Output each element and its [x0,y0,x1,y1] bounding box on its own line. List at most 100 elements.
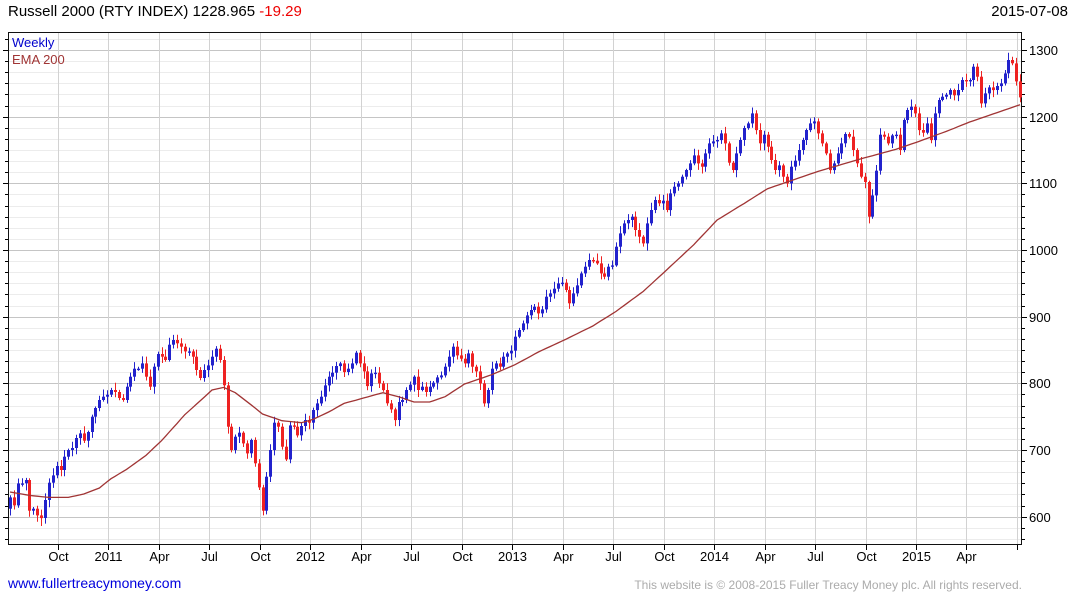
candle-body [25,480,28,484]
candle-body [207,365,210,371]
candle-body [805,130,808,140]
candle-body [94,408,97,417]
candle-body [840,143,843,154]
chart-legend: Weekly EMA 200 [12,34,65,68]
candle-body [304,420,307,426]
candle-body [588,260,591,267]
candle-body [600,263,603,274]
candle-body [262,487,265,511]
candle-body [817,121,820,134]
candle-body [324,385,327,397]
candle-body [168,344,171,360]
x-axis-label: Jul [201,549,218,564]
candle-body [246,443,249,454]
candle-body [164,356,167,360]
candle-body [813,121,816,124]
candle-body [980,76,983,104]
candle-body [87,432,90,441]
candle-body [735,153,738,171]
candle-body [634,216,637,230]
candle-body [289,425,292,460]
candle-body [658,200,661,204]
candle-body [71,448,74,450]
candle-body [471,353,474,367]
candle-body [941,96,944,100]
candle-body [969,80,972,82]
candle-body [891,135,894,144]
candle-body [17,483,20,506]
candle-body [413,376,416,385]
candle-body [335,366,338,373]
candle-body [603,273,606,277]
candle-body [580,273,583,286]
candle-body [607,266,610,277]
x-axis-label: Apr [149,549,170,564]
candle-body [565,282,568,290]
candle-body [242,432,245,444]
candle-body [195,356,198,370]
x-axis-label: Oct [856,549,877,564]
candle-body [398,402,401,420]
candle-body [250,440,253,454]
y-axis-label: 900 [1029,310,1051,325]
candle-body [728,143,731,163]
candle-body [1004,73,1007,84]
candle-body [370,373,373,387]
candle-body [611,265,614,267]
candle-body [464,358,467,364]
candle-body [996,86,999,90]
candle-body [786,176,789,184]
candle-body [265,476,268,511]
candle-body [343,363,346,373]
candle-body [1015,63,1018,82]
candle-body [114,390,117,392]
candle-body [961,80,964,90]
copyright-text: This website is © 2008-2015 Fuller Treac… [634,578,1022,592]
candle-body [363,363,366,372]
candle-body [277,422,280,427]
candle-body [568,290,571,304]
candle-body [60,466,63,470]
candle-body [615,246,618,266]
candle-body [254,440,257,464]
x-axis-label: 2015 [902,549,931,564]
candle-body [767,134,770,147]
candle-body [44,500,47,518]
candle-body [627,220,630,224]
candle-body [409,384,412,390]
candle-body [856,150,859,164]
candle-body [720,133,723,141]
candle-body [36,508,39,516]
candle-body [654,200,657,210]
candle-body [871,195,874,217]
x-axis-label: Jul [807,549,824,564]
candle-body [584,266,587,274]
candle-body [518,330,521,337]
candle-body [110,390,113,395]
candle-body [452,346,455,357]
candle-body [475,366,478,372]
candle-body [211,356,214,366]
candle-body [623,223,626,234]
candle-body [417,376,420,390]
candle-body [759,130,762,144]
candle-body [483,383,486,404]
candle-body [926,123,929,133]
site-link[interactable]: www.fullertreacymoney.com [8,575,182,591]
candle-body [576,285,579,294]
candle-body [176,340,179,344]
price-change: -19.29 [259,3,302,20]
candle-body [126,386,129,400]
candle-body [988,87,991,94]
candle-body [386,390,389,404]
candle-body [238,432,241,437]
candle-body [514,336,517,351]
candle-body [153,366,156,387]
candle-body [75,438,78,448]
candle-body [553,288,556,294]
candle-body [848,134,851,137]
ema-overlay [9,104,1021,499]
instrument-name: Russell 2000 (RTY INDEX) [8,3,189,20]
candle-body [976,66,979,77]
